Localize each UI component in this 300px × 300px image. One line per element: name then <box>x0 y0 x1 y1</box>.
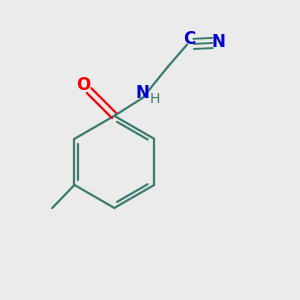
Text: H: H <box>149 92 160 106</box>
Text: C: C <box>183 30 196 48</box>
Text: N: N <box>136 84 149 102</box>
Text: O: O <box>76 76 90 94</box>
Text: N: N <box>212 33 225 51</box>
